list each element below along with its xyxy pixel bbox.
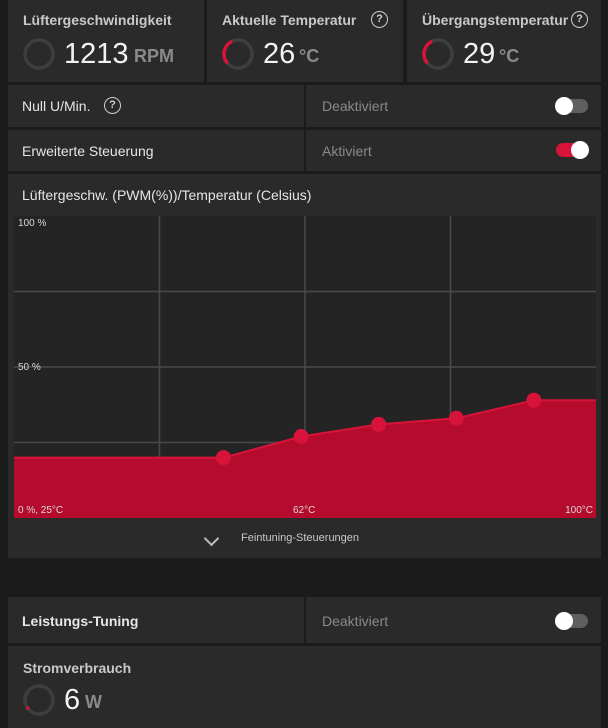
- x-axis-label-mid: 62°C: [293, 505, 316, 516]
- performance-tuning-label: Leistungs-Tuning: [22, 613, 139, 629]
- metric-title: Aktuelle Temperatur: [222, 12, 357, 28]
- temperature-gauge-icon: [222, 38, 254, 70]
- fan-speed-value: 1213: [64, 38, 129, 70]
- help-icon[interactable]: ?: [104, 97, 121, 114]
- fan-speed-unit: RPM: [134, 46, 174, 66]
- current-temperature-value: 26: [263, 38, 296, 70]
- toggle-knob: [555, 612, 573, 630]
- zero-rpm-label: Null U/Min.: [22, 98, 91, 114]
- metric-title: Übergangstemperatur: [422, 12, 569, 28]
- power-consumption-title: Stromverbrauch: [23, 660, 132, 676]
- toggle-knob: [571, 141, 589, 159]
- junction-temperature-gauge-icon: [422, 38, 454, 70]
- metric-junction-temperature: Übergangstemperatur ? 29 °C: [407, 0, 601, 82]
- fan-curve-points[interactable]: [216, 392, 542, 466]
- y-axis-label-mid: 50 %: [18, 362, 41, 373]
- zero-rpm-label-cell: Null U/Min. ?: [8, 85, 304, 127]
- fan-curve-title: Lüftergeschw. (PWM(%))/Temperatur (Celsi…: [22, 187, 312, 203]
- zero-rpm-toggle[interactable]: [555, 97, 588, 115]
- fan-curve-point[interactable]: [371, 416, 387, 432]
- toggle-knob: [555, 97, 573, 115]
- help-icon[interactable]: ?: [371, 11, 388, 28]
- junction-temperature-unit: °C: [499, 46, 520, 66]
- help-icon[interactable]: ?: [571, 11, 588, 28]
- zero-rpm-status: Deaktiviert: [322, 98, 389, 114]
- performance-tuning-label-cell: Leistungs-Tuning: [8, 597, 304, 643]
- metric-fan-speed: Lüftergeschwindigkeit 1213 RPM: [8, 0, 204, 82]
- current-temperature-unit: °C: [299, 46, 320, 66]
- fine-tuning-controls-link[interactable]: Feintuning-Steuerungen: [241, 532, 360, 544]
- fan-curve-svg[interactable]: [14, 216, 596, 518]
- advanced-control-status: Aktiviert: [322, 143, 372, 159]
- power-value: 6: [64, 684, 81, 716]
- power-unit: W: [85, 692, 102, 712]
- fan-speed-gauge-icon: [23, 38, 55, 70]
- x-axis-label-end: 100°C: [565, 505, 593, 516]
- fan-curve-chart[interactable]: 100 % 50 % 0 %, 25°C 62°C 100°C: [14, 216, 596, 518]
- metric-title: Lüftergeschwindigkeit: [23, 12, 172, 28]
- advanced-control-label: Erweiterte Steuerung: [22, 143, 154, 159]
- junction-temperature-value: 29: [463, 38, 496, 70]
- fan-curve-point[interactable]: [526, 392, 542, 408]
- advanced-control-toggle[interactable]: [556, 141, 589, 159]
- x-axis-label-start: 0 %, 25°C: [18, 505, 64, 516]
- fan-curve-area: [14, 400, 596, 518]
- performance-tuning-control-cell: Deaktiviert: [306, 597, 601, 643]
- advanced-control-label-cell: Erweiterte Steuerung: [8, 130, 304, 171]
- zero-rpm-control-cell: Deaktiviert: [306, 85, 601, 127]
- performance-tuning-toggle[interactable]: [555, 612, 588, 630]
- metric-current-temperature: Aktuelle Temperatur ? 26 °C: [207, 0, 403, 82]
- fan-curve-point[interactable]: [448, 410, 464, 426]
- fan-curve-point[interactable]: [293, 429, 309, 444]
- y-axis-label-top: 100 %: [18, 218, 47, 229]
- advanced-control-control-cell: Aktiviert: [306, 130, 601, 171]
- power-consumption-panel: Stromverbrauch 6 W: [8, 646, 601, 728]
- fan-curve-point[interactable]: [216, 450, 231, 466]
- power-gauge-icon: [23, 684, 55, 716]
- performance-tuning-status: Deaktiviert: [322, 613, 389, 629]
